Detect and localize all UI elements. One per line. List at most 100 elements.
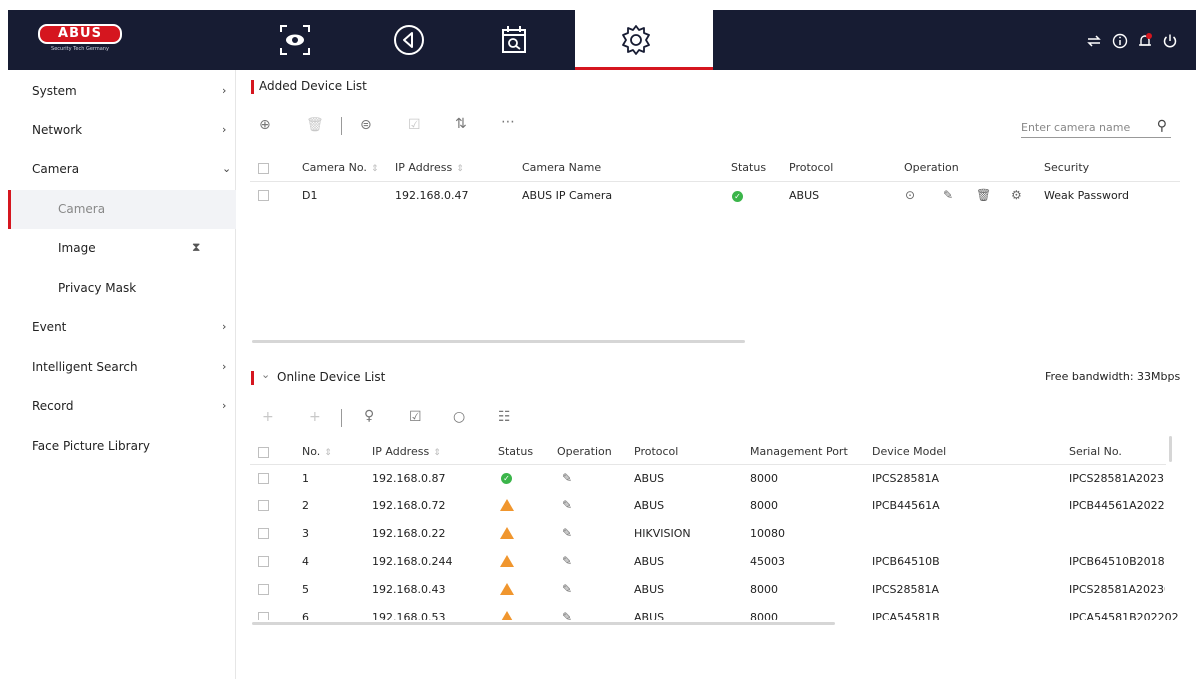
activate-bulb-icon[interactable]: ♀ <box>364 408 375 424</box>
col-camera-name: Camera Name <box>522 161 602 174</box>
row-checkbox[interactable] <box>258 473 269 484</box>
col-protocol: Protocol <box>789 161 834 174</box>
live-view-icon[interactable] <box>275 20 315 60</box>
free-bandwidth: Free bandwidth: 33Mbps <box>1045 370 1181 383</box>
sidebar-item-event[interactable]: Event › <box>32 320 227 334</box>
col-status: Status <box>731 161 767 174</box>
col-status: Status <box>498 445 534 458</box>
col-camera-no[interactable]: Camera No. ⇕ <box>302 161 379 174</box>
col-management-port: Management Port <box>750 445 848 458</box>
status-warning-icon <box>500 555 514 567</box>
sidebar-item-intelligent-search[interactable]: Intelligent Search › <box>32 360 227 374</box>
delete-icon[interactable]: 🗑 <box>306 117 324 133</box>
added-device-list-title: Added Device List <box>259 79 367 93</box>
top-navigation-bar: ABUS Security Tech Germany <box>8 10 1196 70</box>
table-row-partial[interactable]: 6 192.168.0.53 ✎ ABUS 8000 IPCA54581B IP… <box>250 610 1180 620</box>
section-marker <box>251 371 254 385</box>
add-icon[interactable]: ⊕ <box>259 117 271 133</box>
camera-search-input[interactable] <box>1021 118 1141 136</box>
quick-add-icon[interactable]: ⊜ <box>360 117 372 133</box>
status-warning-icon <box>500 527 514 539</box>
settings-icon[interactable]: ⚙ <box>1011 188 1022 202</box>
status-warning-icon <box>500 499 514 511</box>
col-ip-address[interactable]: IP Address ⇕ <box>395 161 464 174</box>
sidebar: System › Network › Camera ⌄ Camera Image… <box>8 70 236 679</box>
row-checkbox[interactable] <box>258 556 269 567</box>
sidebar-item-face-picture-library[interactable]: Face Picture Library <box>32 439 150 453</box>
sidebar-item-camera[interactable]: Camera ⌄ <box>32 162 232 176</box>
camera-search: ⚲ <box>1021 118 1171 138</box>
sidebar-subitem-privacy-mask[interactable]: Privacy Mask <box>58 281 137 295</box>
col-device-model: Device Model <box>872 445 947 458</box>
network-topology-icon[interactable]: ☷ <box>498 409 511 425</box>
online-list-vertical-scrollbar[interactable] <box>1169 436 1172 462</box>
active-tab-background <box>575 10 713 70</box>
toolbar-divider <box>341 117 342 135</box>
sidebar-item-system[interactable]: System › <box>32 84 227 98</box>
power-icon[interactable] <box>1161 32 1179 50</box>
col-no[interactable]: No. ⇕ <box>302 445 332 458</box>
info-icon[interactable] <box>1111 32 1129 50</box>
edit-ip-icon[interactable]: ☑ <box>409 409 422 425</box>
status-ok-icon: ✓ <box>501 473 512 484</box>
col-serial-no: Serial No. <box>1069 445 1122 458</box>
sidebar-subitem-camera[interactable]: Camera <box>8 190 236 229</box>
abus-logo: ABUS Security Tech Germany <box>38 24 122 56</box>
status-ok-icon: ✓ <box>732 191 743 202</box>
add-icon[interactable]: + <box>262 409 274 425</box>
row-checkbox[interactable] <box>258 500 269 511</box>
row-checkbox[interactable] <box>258 528 269 539</box>
search-calendar-icon[interactable] <box>494 20 534 60</box>
edit-pencil-icon[interactable]: ✎ <box>562 582 573 596</box>
hourglass-icon: ⧗ <box>192 240 201 254</box>
sidebar-item-record[interactable]: Record › <box>32 399 227 413</box>
online-device-list-title: Online Device List <box>277 370 386 384</box>
select-all-checkbox[interactable] <box>258 447 269 458</box>
delete-icon[interactable]: 🗑 <box>976 188 992 202</box>
active-indicator <box>8 190 11 229</box>
collapse-chevron-icon[interactable]: ⌄ <box>261 368 271 381</box>
col-operation: Operation <box>557 445 612 458</box>
sidebar-item-network[interactable]: Network › <box>32 123 227 137</box>
edit-pencil-icon[interactable]: ✎ <box>943 188 954 202</box>
edit-pencil-icon[interactable]: ✎ <box>562 610 573 620</box>
settings-gear-icon[interactable] <box>616 20 656 60</box>
chevron-right-icon: › <box>222 123 227 136</box>
edit-pencil-icon[interactable]: ✎ <box>562 526 573 540</box>
notification-bell-icon[interactable] <box>1136 32 1154 50</box>
toolbar-divider <box>341 409 342 427</box>
header-divider <box>250 464 1166 465</box>
add-all-icon[interactable]: + <box>309 409 321 425</box>
sidebar-subitem-image[interactable]: Image ⧗ <box>58 240 201 255</box>
search-icon[interactable]: ⚲ <box>1156 118 1167 134</box>
row-checkbox[interactable] <box>258 190 269 201</box>
chevron-right-icon: › <box>222 320 227 333</box>
refresh-icon[interactable]: ○ <box>453 409 466 425</box>
header-divider <box>250 181 1180 182</box>
edit-pencil-icon[interactable]: ✎ <box>562 554 573 568</box>
col-operation: Operation <box>904 161 959 174</box>
online-list-scrollbar[interactable] <box>252 622 835 625</box>
select-all-checkbox[interactable] <box>258 163 269 174</box>
sort-icon[interactable]: ⇅ <box>455 116 467 132</box>
preview-icon[interactable]: ⊙ <box>905 188 916 202</box>
col-protocol: Protocol <box>634 445 679 458</box>
chevron-down-icon: ⌄ <box>222 162 232 175</box>
col-security: Security <box>1044 161 1090 174</box>
edit-pencil-icon[interactable]: ✎ <box>562 498 573 512</box>
added-list-scrollbar[interactable] <box>252 340 745 343</box>
section-marker <box>251 80 254 94</box>
edit-icon[interactable]: ☑ <box>408 117 421 133</box>
network-icon[interactable] <box>1085 32 1103 50</box>
chevron-right-icon: › <box>222 84 227 97</box>
playback-icon[interactable] <box>389 20 429 60</box>
col-ip-address[interactable]: IP Address ⇕ <box>372 445 441 458</box>
chevron-right-icon: › <box>222 399 227 412</box>
status-warning-icon <box>500 611 514 620</box>
row-checkbox[interactable] <box>258 584 269 595</box>
active-tab-indicator <box>575 67 713 70</box>
more-icon[interactable]: ⋯ <box>501 114 515 130</box>
row-checkbox[interactable] <box>258 612 269 620</box>
edit-pencil-icon[interactable]: ✎ <box>562 471 573 485</box>
status-warning-icon <box>500 583 514 595</box>
